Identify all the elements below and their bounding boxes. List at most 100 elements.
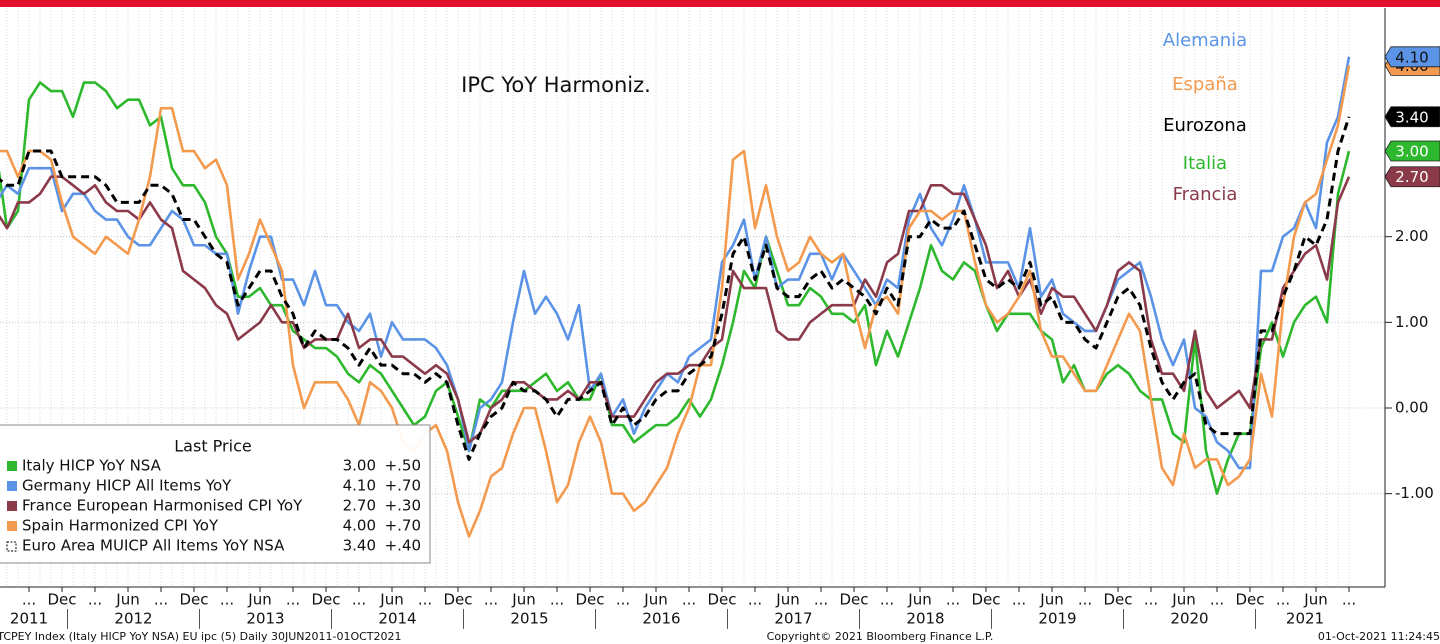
x-tick-label: ... (484, 591, 498, 609)
x-tick-label: ... (1078, 591, 1092, 609)
x-tick-label: ... (1342, 591, 1356, 609)
last-price-tag (1384, 106, 1440, 128)
footer-center: Copyright© 2021 Bloomberg Finance L.P. (767, 630, 994, 643)
legend-last-price: 3.40 (343, 537, 376, 555)
year-label: 2016 (642, 610, 680, 628)
x-tick-label: ... (88, 591, 102, 609)
series-line (0, 175, 1351, 444)
legend-label: Germany HICP All Items YoY (22, 477, 232, 495)
x-tick-label: ... (154, 591, 168, 609)
last-price-tag (1384, 166, 1440, 188)
x-tick-label: Dec (179, 591, 208, 609)
x-tick-label: ... (352, 591, 366, 609)
legend-swatch (6, 541, 17, 552)
x-tick-label: Jun (247, 591, 271, 609)
last-price-tag-label: 3.00 (1395, 143, 1428, 161)
x-tick-label: Jun (1171, 591, 1195, 609)
x-tick-label: Jun (907, 591, 931, 609)
x-tick-label: Jun (511, 591, 535, 609)
last-price-tag-label: 3.40 (1395, 108, 1428, 126)
x-tick-label: ... (748, 591, 762, 609)
x-tick-label: Dec (575, 591, 604, 609)
lines (0, 56, 1351, 538)
legend-change: +.40 (385, 537, 421, 555)
x-tick-label: ... (286, 591, 300, 609)
last-price-tag (1384, 46, 1440, 68)
series-line (0, 56, 1351, 470)
legend-swatch (7, 461, 17, 471)
x-tick-label: Jun (379, 591, 403, 609)
year-label: 2015 (510, 610, 548, 628)
legend-label: Spain Harmonized CPI YoY (22, 517, 219, 535)
x-tick-label: Dec (1235, 591, 1264, 609)
legend-swatch (7, 521, 17, 531)
y-tick-label: 1.00 (1395, 313, 1428, 331)
year-label: 2020 (1170, 610, 1208, 628)
axes: -1.00 0.00 1.00 2.00... Dec... Jun... Dec... Ju… (0, 8, 1434, 629)
series-annotation: Italia (1183, 153, 1227, 174)
x-tick-label: Jun (1039, 591, 1063, 609)
x-tick-label: Jun (775, 591, 799, 609)
x-tick-label: ... (220, 591, 234, 609)
last-price-tag-label: 2.70 (1395, 168, 1428, 186)
x-tick-label: ... (550, 591, 564, 609)
year-label: 2013 (246, 610, 284, 628)
year-label: 2012 (114, 610, 152, 628)
x-tick-label: Jun (643, 591, 667, 609)
legend-change: +.70 (385, 517, 421, 535)
footer-right: 01-Oct-2021 11:24:45 (1318, 630, 1440, 643)
legend-change: +.70 (385, 477, 421, 495)
legend-last-price: 4.10 (343, 477, 376, 495)
x-tick-label: Jun (115, 591, 139, 609)
x-tick-label: ... (1210, 591, 1224, 609)
y-tick-label: -1.00 (1395, 484, 1434, 502)
legend-title: Last Price (174, 437, 251, 456)
legend-last-price: 2.70 (343, 497, 376, 515)
x-tick-label: ... (1276, 591, 1290, 609)
x-tick-label: ... (1012, 591, 1026, 609)
legend-last-price: 4.00 (343, 517, 376, 535)
legend-swatch (7, 481, 17, 491)
x-tick-label: Dec (1103, 591, 1132, 609)
legend-label: Italy HICP YoY NSA (22, 457, 162, 475)
year-label: 2014 (378, 610, 416, 628)
legend-label: France European Harmonised CPI YoY (22, 497, 303, 515)
y-tick-label: 2.00 (1395, 227, 1428, 245)
legend-box (0, 424, 431, 564)
series-annotation: España (1172, 74, 1238, 95)
legend-change: +.50 (385, 457, 421, 475)
x-tick-label: Dec (311, 591, 340, 609)
year-label: 2017 (774, 610, 812, 628)
x-tick-label: ... (682, 591, 696, 609)
year-label: 2021 (1286, 610, 1324, 628)
last-price-tag-label: 4.10 (1395, 48, 1428, 66)
chart-title: IPC YoY Harmoniz. (461, 73, 651, 97)
x-tick-label: Dec (971, 591, 1000, 609)
legend: Last Price Italy HICP YoY NSA 3.00 +.50 Ger… (0, 424, 431, 564)
legend-change: +.30 (385, 497, 421, 515)
legend-last-price: 3.00 (343, 457, 376, 475)
series-line (0, 116, 1351, 461)
y-tick-label: 0.00 (1395, 398, 1428, 416)
year-label: 2011 (10, 610, 48, 628)
series-line (0, 81, 1351, 495)
year-label: 2018 (906, 610, 944, 628)
series-annotation: Eurozona (1163, 115, 1247, 136)
last-price-tag (1384, 140, 1440, 162)
x-tick-label: Dec (707, 591, 736, 609)
last-price-tags: 3.404.002.704.103.00 (1384, 46, 1440, 188)
series-annotation: Alemania (1163, 30, 1247, 51)
legend-swatch (7, 501, 17, 511)
series-line (0, 65, 1351, 538)
x-tick-label: ... (814, 591, 828, 609)
x-tick-label: Dec (443, 591, 472, 609)
legend-label: Euro Area MUICP All Items YoY NSA (22, 537, 285, 555)
x-tick-label: Dec (47, 591, 76, 609)
header-bar (0, 0, 1440, 7)
series-annotation: Francia (1173, 184, 1238, 205)
x-tick-label: Jun (1303, 591, 1327, 609)
x-tick-label: ... (22, 591, 36, 609)
x-tick-label: ... (1144, 591, 1158, 609)
grid (0, 8, 1385, 587)
